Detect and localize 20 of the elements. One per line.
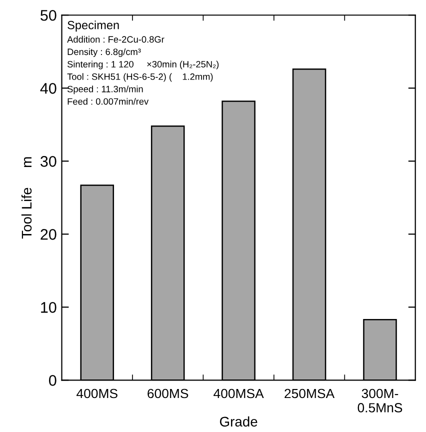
y-tick-label: 30 xyxy=(40,156,56,167)
x-tick-label: 250MSA xyxy=(284,388,335,398)
x-tick-label: 300M- 0.5MnS xyxy=(358,388,402,412)
annotation: Feed : 0.007min/rev xyxy=(68,98,149,105)
y-axis-title: Tool Life m xyxy=(21,157,32,239)
y-tick-label: 50 xyxy=(40,10,56,21)
y-tick-label: 10 xyxy=(41,302,56,313)
annotation: Addition : Fe-2Cu-0.8Gr xyxy=(67,36,164,43)
annotation: Tool : SKH51 (HS-6-5-2) ( 1.2mm) xyxy=(67,73,213,82)
y-tick-label: 40 xyxy=(40,82,56,94)
x-tick-label: 600MS xyxy=(148,388,188,398)
annotation: Sintering : 1 120 ×30min (H₂-25N₂) xyxy=(67,60,219,70)
y-tick-label: 0 xyxy=(49,375,56,386)
annotation: Density : 6.8g/cm³ xyxy=(68,48,141,57)
y-tick-label: 20 xyxy=(40,229,56,240)
x-axis-title: Grade xyxy=(220,416,258,427)
x-tick-label: 400MS xyxy=(76,388,118,398)
annotation: Specimen xyxy=(68,20,119,32)
annotation: Speed : 11.3m/min xyxy=(67,86,143,94)
x-tick-label: 400MSA xyxy=(214,388,264,398)
